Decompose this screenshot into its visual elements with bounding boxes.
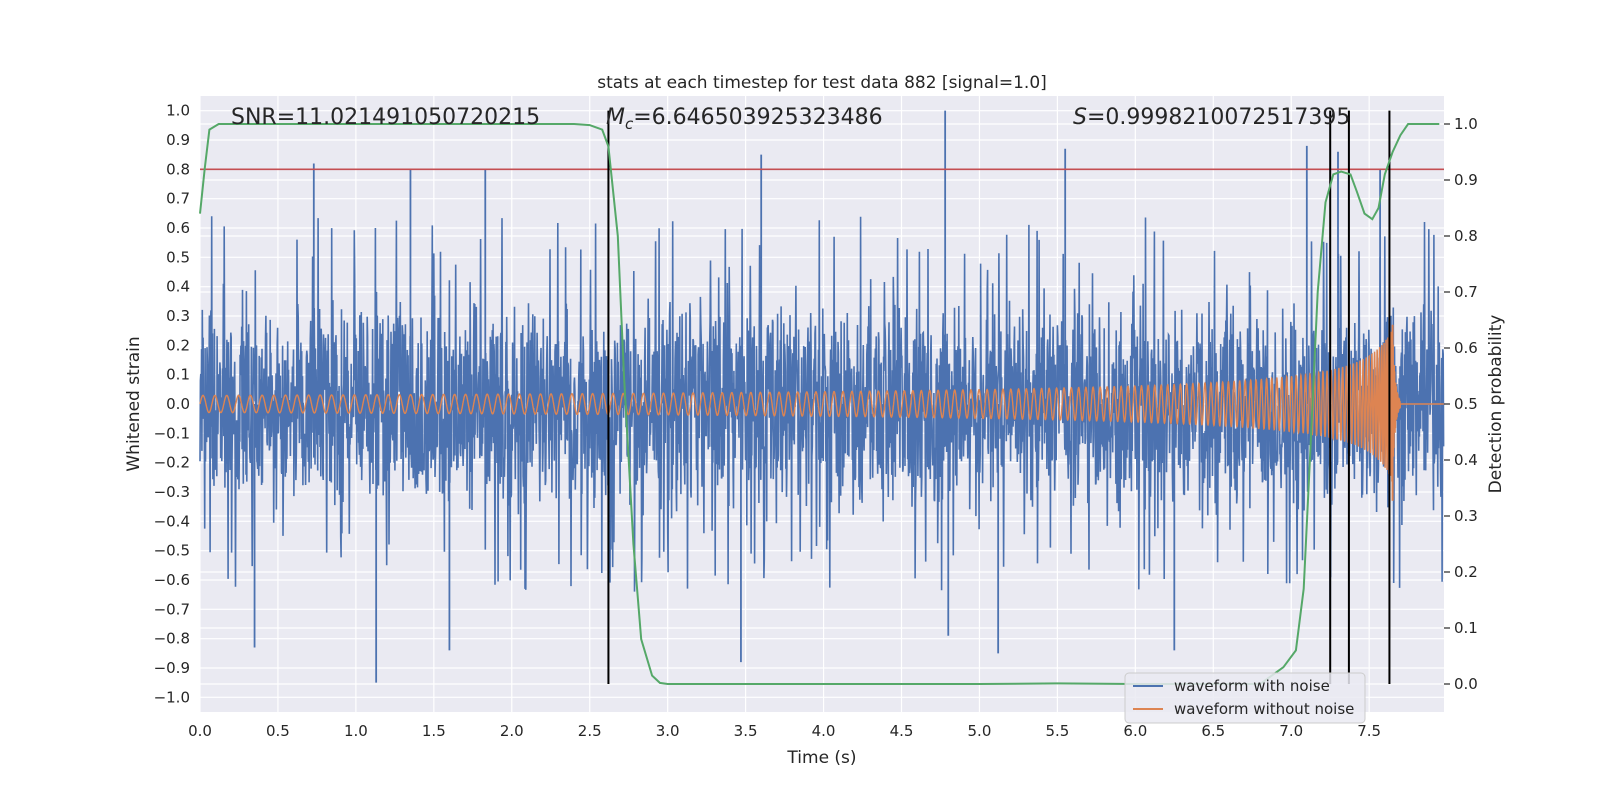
y-tick-label-left: −0.6	[154, 571, 190, 589]
chirp-mass-stat: Mc=6.646503925323486	[606, 105, 883, 133]
x-tick-label: 5.5	[1045, 722, 1069, 740]
series-waveform-with-noise	[199, 216, 1445, 592]
x-tick-label: 3.0	[656, 722, 680, 740]
chirp-mass-subscript: c	[625, 115, 634, 133]
y-ticks-left: −1.0 −0.9 −0.8 −0.7 −0.6 −0.5 −0.4 −0.3 −0.2 −0.1…	[154, 102, 190, 707]
score-symbol: S	[1073, 105, 1087, 130]
y-axis-label-right: Detection probability	[1486, 315, 1506, 494]
y-tick-label-left: −0.4	[154, 512, 190, 530]
x-tick-label: 0.0	[188, 722, 212, 740]
y-tick-label-left: 0.2	[166, 336, 190, 354]
y-tick-label-left: 0.7	[166, 190, 190, 208]
x-tick-label: 0.5	[266, 722, 290, 740]
y-tick-label-left: 0.8	[166, 160, 190, 178]
x-tick-label: 2.0	[500, 722, 524, 740]
x-ticks: 0.0 0.5 1.0 1.5 2.0 2.5 3.0 3.5 4.0 4.5 5.0 5.5 6.0 6…	[188, 722, 1381, 740]
y-tick-label-left: −0.5	[154, 542, 190, 560]
x-tick-label: 7.5	[1357, 722, 1381, 740]
x-tick-label: 7.0	[1279, 722, 1303, 740]
chart-title: stats at each timestep for test data 882…	[597, 73, 1047, 93]
y-tick-label-right: 0.9	[1454, 171, 1478, 189]
data-layer	[199, 110, 1445, 685]
y-tick-label-left: −0.2	[154, 454, 190, 472]
legend-label-noise: waveform with noise	[1174, 677, 1330, 695]
x-tick-label: 1.5	[422, 722, 446, 740]
y-tick-label-left: −0.8	[154, 630, 190, 648]
y-tick-label-right: 0.7	[1454, 283, 1478, 301]
score-stat: S=0.9998210072517395	[1073, 105, 1350, 130]
y-tick-label-right: 0.6	[1454, 339, 1478, 357]
x-tick-label: 6.0	[1123, 722, 1147, 740]
y-tick-label-left: 0.9	[166, 131, 190, 149]
chirp-mass-symbol: M	[606, 105, 625, 130]
x-tick-label: 3.5	[734, 722, 758, 740]
x-tick-label: 6.5	[1201, 722, 1225, 740]
y-tick-label-right: 0.8	[1454, 227, 1478, 245]
y-tick-label-left: −0.3	[154, 483, 190, 501]
legend-box	[1124, 672, 1366, 724]
x-tick-label: 5.0	[968, 722, 992, 740]
y-tick-label-left: 0.1	[166, 366, 190, 384]
y-ticks-right: 0.0 0.1 0.2 0.3 0.4 0.5 0.6 0.7 0.8 0.9 1.0	[1444, 115, 1478, 693]
y-tick-label-left: 0.5	[166, 248, 190, 266]
snr-stat: SNR=11.021491050720215	[231, 105, 540, 130]
y-tick-label-left: 0.0	[166, 395, 190, 413]
y-tick-label-right: 0.4	[1454, 451, 1478, 469]
y-tick-label-left: −1.0	[154, 688, 190, 706]
y-tick-label-left: −0.7	[154, 600, 190, 618]
x-tick-label: 4.5	[890, 722, 914, 740]
y-tick-label-right: 0.1	[1454, 619, 1478, 637]
y-tick-label-left: 0.4	[166, 278, 190, 296]
y-tick-label-right: 0.3	[1454, 507, 1478, 525]
y-tick-label-right: 0.5	[1454, 395, 1478, 413]
chirp-mass-value: =6.646503925323486	[633, 105, 882, 130]
x-tick-label: 4.0	[812, 722, 836, 740]
score-value: =0.9998210072517395	[1087, 105, 1350, 130]
legend: waveform with noise waveform without noi…	[1124, 672, 1366, 724]
y-tick-label-left: −0.9	[154, 659, 190, 677]
y-axis-label-left: Whitened strain	[124, 336, 144, 471]
x-axis-label: Time (s)	[786, 748, 856, 768]
y-tick-label-left: 0.6	[166, 219, 190, 237]
y-tick-label-left: −0.1	[154, 424, 190, 442]
legend-label-clean: waveform without noise	[1174, 700, 1354, 718]
x-tick-label: 2.5	[578, 722, 602, 740]
y-tick-label-right: 0.0	[1454, 675, 1478, 693]
y-tick-label-left: 0.3	[166, 307, 190, 325]
y-tick-label-right: 1.0	[1454, 115, 1478, 133]
x-tick-label: 1.0	[344, 722, 368, 740]
series-waveform-without-noise	[199, 331, 1444, 482]
y-tick-label-left: 1.0	[166, 102, 190, 120]
y-tick-label-right: 0.2	[1454, 563, 1478, 581]
